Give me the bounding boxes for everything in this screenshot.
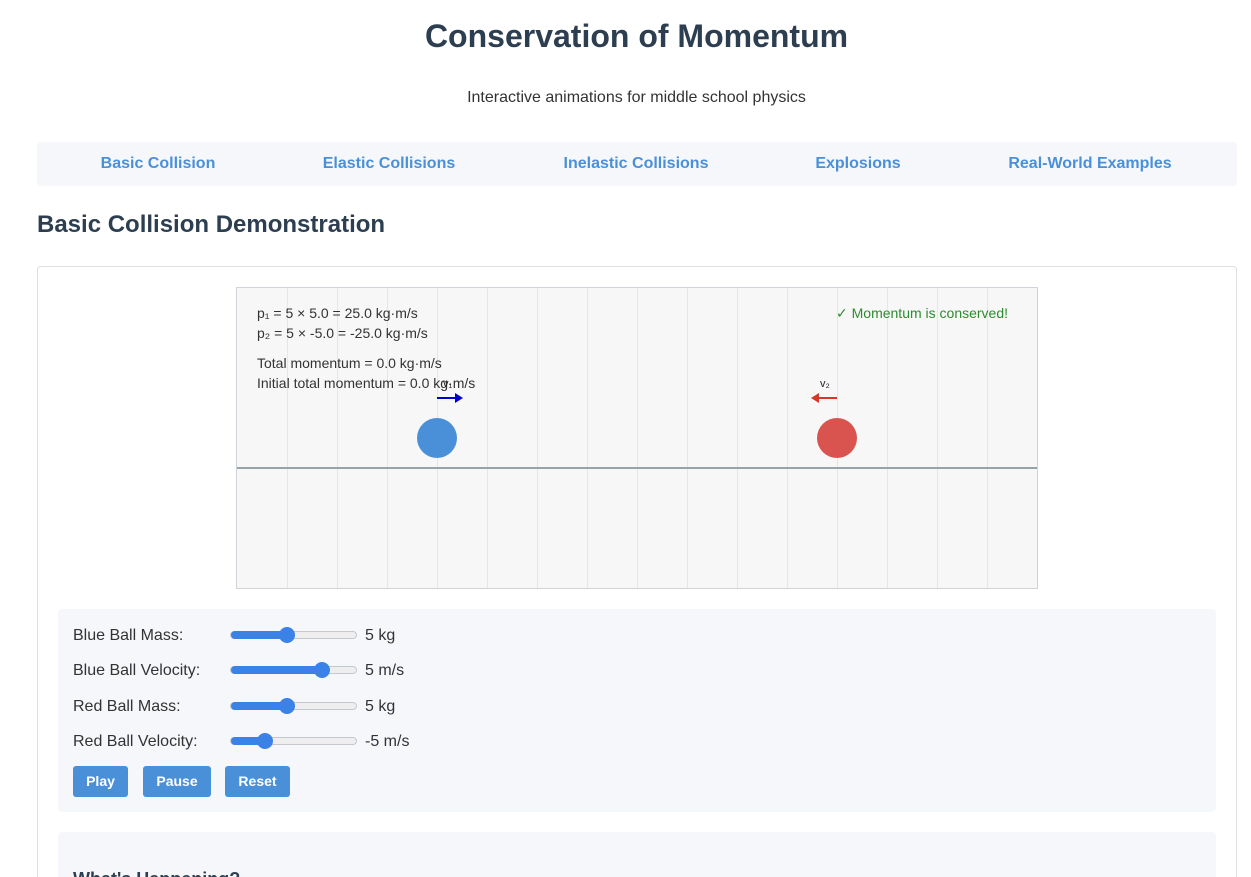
red-velocity-value: -5 m/s [365,733,410,750]
initial-momentum-readout: Initial total momentum = 0.0 kg·m/s [257,375,476,391]
nav-item-inelastic-collisions[interactable]: Inelastic Collisions [563,155,709,172]
grid-line [587,288,588,588]
grid-line [887,288,888,588]
nav-bar: Basic Collision Elastic Collisions Inela… [37,142,1237,186]
red-mass-slider[interactable] [230,698,357,714]
v1-label: v₁ [443,378,453,390]
conservation-status: ✓ Momentum is conserved! [836,305,1009,321]
grid-line [637,288,638,588]
section-heading: Basic Collision Demonstration [37,211,386,238]
ground-line [237,467,1037,469]
blue-velocity-value: 5 m/s [365,662,405,679]
play-button[interactable]: Play [73,766,128,797]
p1-readout: p₁ = 5 × 5.0 = 25.0 kg·m/s [257,305,418,321]
grid-line [687,288,688,588]
blue-velocity-label: Blue Ball Velocity: [73,662,201,679]
pause-button[interactable]: Pause [143,766,211,797]
blue-mass-label: Blue Ball Mass: [73,627,184,644]
grid-line [937,288,938,588]
nav-item-elastic-collisions[interactable]: Elastic Collisions [322,155,456,172]
slider-fill [231,702,288,710]
red-velocity-label: Red Ball Velocity: [73,733,198,750]
blue-mass-slider[interactable] [230,627,357,643]
grid-line [287,288,288,588]
red-velocity-slider[interactable] [230,733,357,749]
blue-mass-value: 5 kg [365,627,396,644]
grid-line [987,288,988,588]
slider-fill [231,666,323,674]
explanation-panel: What's Happening? [58,832,1216,877]
nav-item-explosions[interactable]: Explosions [815,155,901,172]
slider-thumb[interactable] [279,627,296,643]
red-ball [817,418,857,458]
grid-line [337,288,338,588]
grid-line [537,288,538,588]
slider-thumb[interactable] [256,733,273,749]
reset-button[interactable]: Reset [225,766,290,797]
v2-arrow-icon [811,393,837,403]
red-mass-label: Red Ball Mass: [73,698,181,715]
grid-line [787,288,788,588]
slider-fill [231,737,265,745]
page-subtitle: Interactive animations for middle school… [467,89,806,106]
nav-item-real-world-examples[interactable]: Real-World Examples [1008,155,1172,172]
blue-velocity-slider[interactable] [230,662,357,678]
p2-readout: p₂ = 5 × -5.0 = -25.0 kg·m/s [257,325,428,341]
grid-line [487,288,488,588]
v1-arrow-icon [437,393,463,403]
v2-label: v₂ [820,378,830,390]
slider-thumb[interactable] [314,662,331,678]
nav-item-basic-collision[interactable]: Basic Collision [100,155,216,172]
slider-fill [231,631,288,639]
grid-line [737,288,738,588]
blue-ball [417,418,457,458]
simulation-canvas: p₁ = 5 × 5.0 = 25.0 kg·m/s p₂ = 5 × -5.0… [236,287,1038,589]
controls-panel: Blue Ball Mass: 5 kg Blue Ball Velocity:… [58,609,1216,812]
explanation-heading: What's Happening? [73,869,240,877]
red-mass-value: 5 kg [365,698,396,715]
slider-thumb[interactable] [279,698,296,714]
page-title: Conservation of Momentum [424,18,849,54]
grid-line [387,288,388,588]
total-momentum-readout: Total momentum = 0.0 kg·m/s [257,355,442,371]
